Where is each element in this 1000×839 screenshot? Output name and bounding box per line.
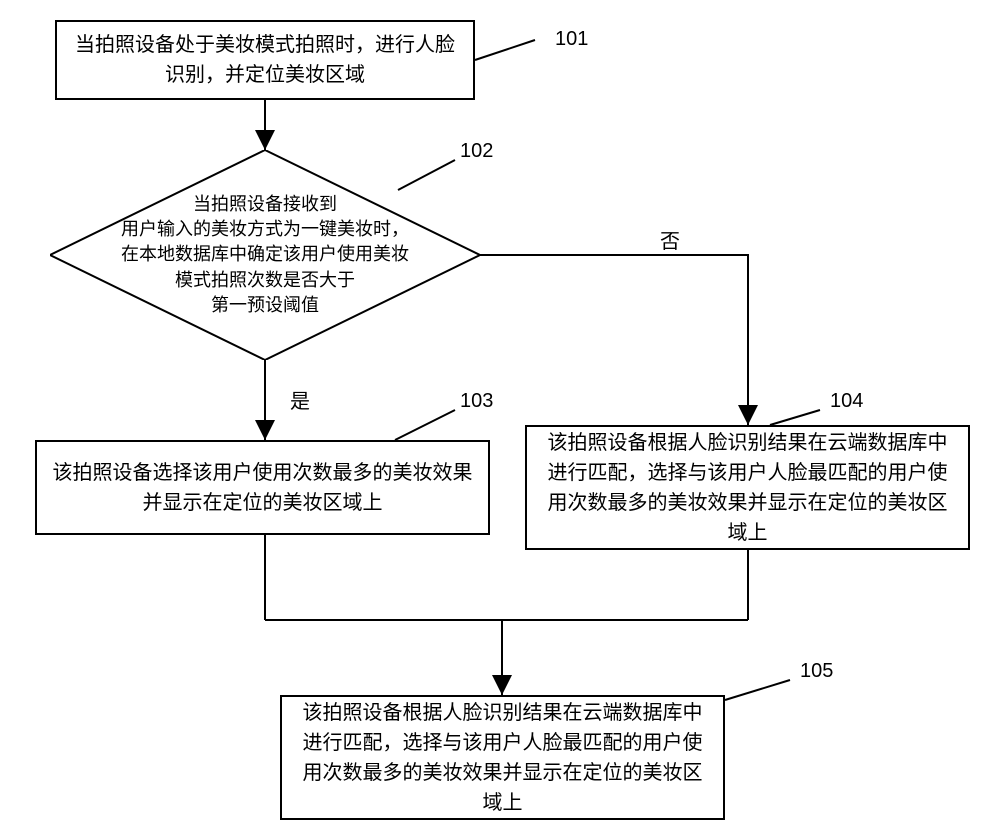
- edge-label-yes: 是: [290, 385, 310, 414]
- process-104: 该拍照设备根据人脸识别结果在云端数据库中进行匹配，选择与该用户人脸最匹配的用户使…: [525, 425, 970, 550]
- process-105: 该拍照设备根据人脸识别结果在云端数据库中进行匹配，选择与该用户人脸最匹配的用户使…: [280, 695, 725, 820]
- decision-102-text: 当拍照设备接收到 用户输入的美妆方式为一键美妆时， 在本地数据库中确定该用户使用…: [90, 192, 440, 318]
- decision-102: 当拍照设备接收到 用户输入的美妆方式为一键美妆时， 在本地数据库中确定该用户使用…: [50, 150, 480, 360]
- process-103: 该拍照设备选择该用户使用次数最多的美妆效果并显示在定位的美妆区域上: [35, 440, 490, 535]
- step-label-102: 102: [460, 140, 493, 163]
- step-label-103: 103: [460, 390, 493, 413]
- edge-label-no: 否: [660, 225, 680, 254]
- process-103-text: 该拍照设备选择该用户使用次数最多的美妆效果并显示在定位的美妆区域上: [49, 458, 476, 518]
- process-101-text: 当拍照设备处于美妆模式拍照时，进行人脸识别，并定位美妆区域: [69, 30, 461, 90]
- step-label-105: 105: [800, 660, 833, 683]
- process-104-text: 该拍照设备根据人脸识别结果在云端数据库中进行匹配，选择与该用户人脸最匹配的用户使…: [539, 428, 956, 548]
- process-105-text: 该拍照设备根据人脸识别结果在云端数据库中进行匹配，选择与该用户人脸最匹配的用户使…: [294, 698, 711, 818]
- process-101: 当拍照设备处于美妆模式拍照时，进行人脸识别，并定位美妆区域: [55, 20, 475, 100]
- step-label-104: 104: [830, 390, 863, 413]
- step-label-101: 101: [555, 28, 588, 51]
